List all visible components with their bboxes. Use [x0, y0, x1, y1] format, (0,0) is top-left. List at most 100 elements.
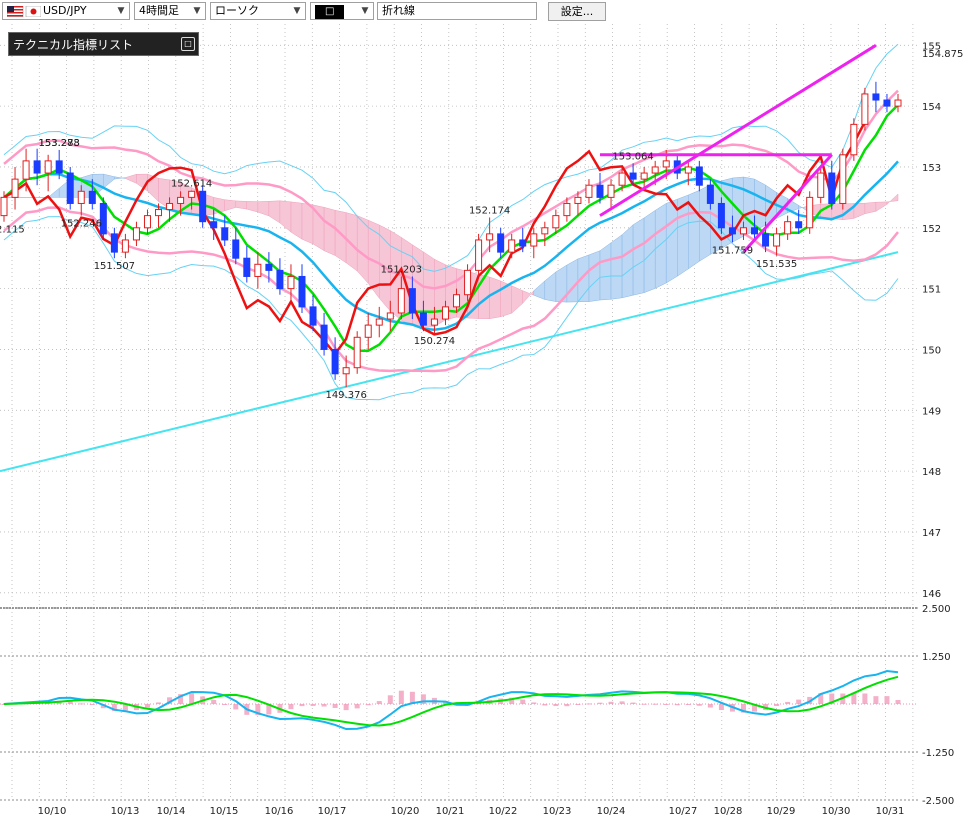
chart-style-label: ローソク — [215, 4, 259, 17]
price-tick-label: 151 — [922, 285, 941, 296]
timeframe-select[interactable]: 4時間足 ▼ — [134, 2, 206, 20]
bullish-candle — [121, 239, 129, 253]
bullish-candle — [11, 178, 19, 198]
price-labels: 153.278 152.115 151.507 152.614 151.203 150.2… — [0, 138, 797, 401]
price-label: 152.174 — [469, 205, 510, 216]
bullish-candle — [364, 324, 372, 338]
bearish-candle — [33, 160, 41, 174]
bullish-candle — [143, 215, 151, 229]
bullish-candle — [894, 99, 902, 107]
moving-average-short — [3, 104, 899, 352]
cloud-segment — [632, 217, 645, 296]
date-tick-label: 10/21 — [436, 806, 465, 817]
bearish-candle — [497, 233, 505, 253]
cloud-segment — [643, 209, 656, 294]
line-type-field[interactable]: 折れ線 — [377, 2, 537, 20]
date-tick-label: 10/22 — [489, 806, 518, 817]
bullish-candle — [132, 227, 140, 241]
price-tick-label: 147 — [922, 528, 941, 539]
date-tick-label: 10/14 — [157, 806, 186, 817]
bullish-candle — [0, 196, 8, 217]
histogram-bar — [354, 704, 360, 709]
bearish-candle — [199, 190, 207, 223]
histogram-bar — [398, 690, 404, 704]
bollinger-lower-1sigma — [3, 206, 899, 373]
drawn-lines — [599, 44, 877, 254]
price-label: 153.278 — [39, 138, 80, 149]
bullish-candle — [607, 184, 615, 198]
currency-pair-select[interactable]: USD/JPY ▼ — [2, 2, 130, 20]
bullish-candle — [287, 275, 295, 290]
histogram-bar — [564, 704, 570, 707]
histogram-bar — [862, 693, 868, 704]
bearish-candle — [265, 263, 273, 271]
histogram-bar — [332, 704, 338, 708]
oscillator-panel — [0, 669, 918, 731]
bullish-candle — [651, 166, 659, 174]
color-select[interactable]: □ ▼ — [310, 2, 374, 20]
bollinger-upper-2sigma — [3, 43, 899, 272]
histogram-bar — [674, 704, 680, 706]
histogram-bar — [608, 701, 614, 704]
date-tick-label: 10/20 — [391, 806, 420, 817]
settings-button[interactable]: 設定... — [548, 2, 606, 21]
cloud-segment — [323, 206, 336, 256]
chart-style-select[interactable]: ローソク ▼ — [210, 2, 306, 20]
cloud-segment — [754, 178, 766, 232]
bearish-candle — [751, 227, 759, 235]
histogram-bar — [420, 694, 426, 704]
bearish-candle — [66, 172, 74, 204]
bullish-candle — [353, 336, 361, 369]
histogram-bar — [542, 704, 548, 706]
histogram-bar — [255, 704, 261, 716]
cloud-segment — [235, 200, 248, 210]
magenta-rise-line — [742, 153, 833, 254]
histogram-bar — [100, 704, 106, 709]
bullish-candle — [342, 367, 350, 375]
toolbar: USD/JPY ▼ 4時間足 ▼ ローソク ▼ □ ▼ 折れ線 設定... — [0, 0, 963, 24]
histogram-bar — [707, 704, 713, 708]
date-tick-label: 10/27 — [669, 806, 698, 817]
histogram-bar — [796, 699, 802, 704]
bearish-candle — [717, 202, 725, 229]
bearish-candle — [828, 172, 836, 204]
indicator-list-label: テクニカル指標リスト — [13, 38, 134, 52]
osc-tick-label: 1.250 — [922, 652, 951, 663]
date-tick-label: 10/15 — [210, 806, 239, 817]
histogram-bar — [553, 704, 559, 707]
price-label: 152.614 — [171, 179, 212, 190]
date-tick-label: 10/17 — [318, 806, 347, 817]
bearish-candle — [695, 166, 703, 186]
histogram-bar — [829, 693, 835, 704]
histogram-bar — [774, 704, 780, 707]
indicator-list-panel[interactable]: テクニカル指標リスト □ — [8, 32, 199, 56]
histogram-bar — [619, 701, 625, 704]
histogram-bar — [575, 704, 581, 705]
collapse-icon[interactable]: □ — [181, 37, 195, 51]
histogram-bar — [476, 703, 482, 705]
cloud-segment — [566, 258, 579, 303]
bollinger-middle — [3, 160, 899, 331]
histogram-bar — [89, 704, 95, 705]
cloud-segment — [886, 193, 899, 205]
cloud-segment — [610, 234, 623, 300]
bearish-candle — [276, 269, 284, 290]
price-label: 152.246 — [61, 219, 102, 230]
bearish-candle — [883, 99, 891, 107]
signal-line — [3, 675, 899, 727]
histogram-bar — [696, 704, 702, 706]
histogram-bar — [531, 702, 537, 704]
bullish-candle — [464, 269, 472, 296]
bearish-candle — [298, 275, 306, 308]
histogram-bar — [442, 701, 448, 704]
date-tick-label: 10/29 — [767, 806, 796, 817]
histogram-bar — [895, 699, 901, 704]
bullish-candle — [166, 202, 174, 211]
bearish-candle — [243, 257, 251, 277]
histogram-bar — [299, 704, 305, 707]
chart-area[interactable]: 153.278 152.115 151.507 152.614 151.203 150.2… — [0, 24, 963, 820]
indicator-lines — [0, 43, 899, 473]
chevron-down-icon: ▼ — [117, 6, 125, 16]
bullish-candle — [441, 306, 449, 320]
price-label: 151.759 — [712, 245, 753, 256]
